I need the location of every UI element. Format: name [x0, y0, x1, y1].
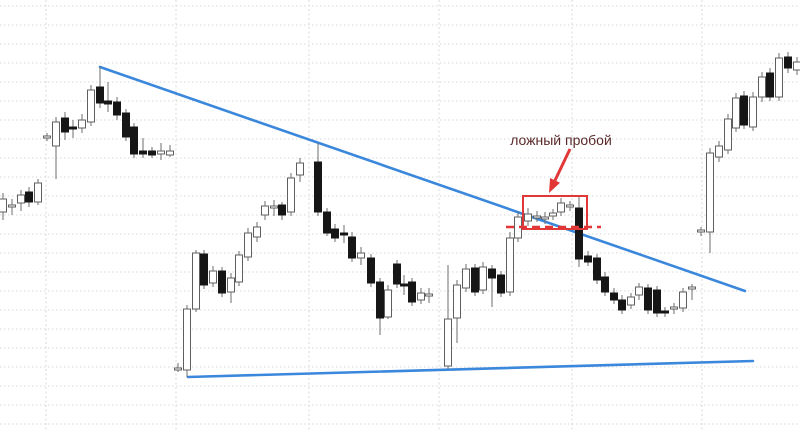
candle-body-bearish [348, 236, 356, 259]
candle-body-bearish [661, 310, 669, 314]
annotation-label-false-breakout: ложный пробой [510, 132, 612, 148]
candle-body-bearish [593, 257, 601, 281]
trendline-lower-ascending-support [186, 359, 755, 379]
candle-body-bearish [601, 276, 609, 293]
candle-body-bearish [130, 126, 138, 155]
candle-body-bullish [775, 57, 783, 98]
candle-body-bearish [610, 292, 618, 301]
candle-body-bullish [0, 198, 7, 213]
candle-body-bearish [218, 270, 226, 294]
candle-body-bearish [323, 211, 331, 234]
candle-body-bullish [244, 232, 252, 258]
annotation-arrow-shaft [553, 148, 572, 182]
candle-body-bullish [425, 293, 433, 297]
candle-body-bullish [227, 277, 235, 293]
candle-body-bearish [497, 274, 505, 294]
candle-body-bearish [740, 95, 748, 126]
candle-body-bullish [533, 215, 541, 219]
candle-body-bullish [688, 286, 696, 290]
candle-body-bullish [235, 254, 243, 283]
candle-body-bearish [148, 150, 156, 156]
candle-body-bullish [357, 252, 365, 259]
candle-body-bullish [8, 204, 16, 208]
candle-body-bearish [69, 126, 77, 130]
candle-body-bullish [209, 270, 217, 284]
candle-body-bearish [471, 267, 479, 293]
candle-body-bearish [408, 281, 416, 303]
candle-body-bullish [417, 292, 425, 301]
candle-body-bullish [157, 150, 165, 155]
candle-body-bearish [766, 72, 774, 98]
candle-body-bullish [192, 252, 200, 310]
candle-body-bearish [104, 100, 112, 105]
candle-body-bullish [697, 229, 705, 233]
candle-body-bearish [113, 101, 121, 116]
candle-body-bearish [400, 283, 408, 287]
candle-body-bearish [61, 117, 69, 133]
candle-body-bearish [584, 255, 592, 263]
candle-body-bearish [784, 56, 792, 69]
candle-body-bullish [679, 291, 687, 309]
candle-body-bullish [715, 145, 723, 158]
candle-body-bullish [183, 308, 191, 371]
candle-body-bullish [627, 296, 635, 306]
candle-body-bullish [87, 89, 95, 123]
candle-body-bullish [453, 284, 461, 319]
candle-body-bullish [670, 306, 678, 310]
candle-body-bullish [34, 182, 42, 203]
candle-body-bullish [524, 213, 532, 222]
candle-body-bearish [376, 281, 384, 319]
candle-body-bearish [618, 299, 626, 311]
candle-body-bullish [287, 177, 295, 213]
candle-body-bullish [462, 268, 470, 289]
candle-body-bullish [270, 205, 278, 209]
candle-body-bullish [52, 121, 60, 147]
candle-body-bullish [541, 216, 549, 220]
candle-body-bearish [653, 289, 661, 314]
candle-body-bullish [43, 135, 51, 139]
candle-body-bullish [732, 97, 740, 129]
candle-body-bullish [549, 212, 557, 217]
candle-body-bullish [253, 226, 261, 238]
candle-body-bearish [278, 204, 286, 216]
candle-body-bullish [166, 150, 174, 156]
trendline-upper-descending-resistance [98, 65, 747, 293]
annotation-arrow-head [549, 177, 560, 193]
candle-body-bearish [488, 268, 496, 279]
candle-body-bullish [724, 118, 732, 151]
candle-body-bullish [758, 76, 766, 98]
candle-body-bullish [78, 119, 86, 129]
candle-body-bearish [139, 150, 147, 155]
candle-body-bearish [367, 257, 375, 284]
candle-body-bullish [635, 286, 643, 296]
candle-body-bullish [479, 266, 487, 291]
candle-body-bullish [506, 237, 514, 293]
candle-body-bullish [384, 289, 392, 318]
candle-body-bullish [444, 318, 452, 367]
candle-body-bearish [122, 112, 130, 138]
candle-body-bullish [706, 152, 714, 233]
candle-body-bullish [261, 205, 269, 216]
candle-body-bearish [644, 287, 652, 311]
candle-body-bearish [331, 228, 339, 239]
candle-body-bullish [749, 96, 757, 128]
candle-body-bearish [340, 232, 348, 236]
candle-body-bullish [793, 61, 800, 71]
candle-body-bearish [96, 86, 104, 104]
candle-body-bearish [200, 253, 208, 286]
false-breakout-rectangle [522, 195, 588, 230]
candle-body-bullish [17, 194, 25, 204]
candle-body-bearish [393, 263, 401, 285]
candle-body-bullish [557, 202, 565, 213]
candle-body-bullish [174, 367, 182, 371]
candle-body-bullish [296, 162, 304, 176]
candle-body-bearish [575, 207, 583, 260]
candle-body-bearish [314, 161, 322, 213]
candle-body-bullish [566, 204, 574, 208]
candle-body-bearish [25, 191, 33, 203]
